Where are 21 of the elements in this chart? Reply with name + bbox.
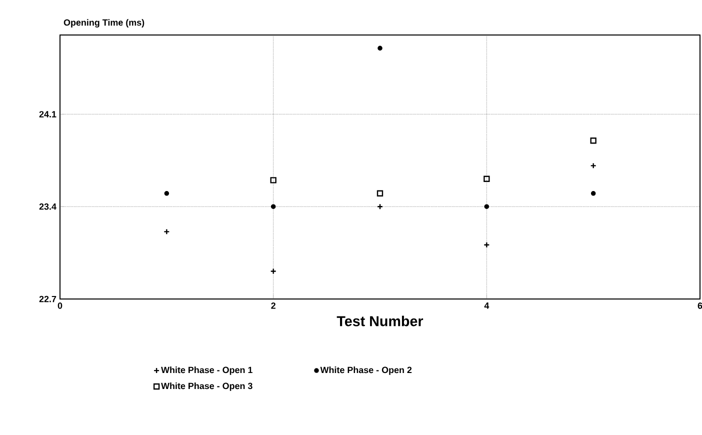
legend-label: White Phase - Open 3 xyxy=(161,382,252,391)
point xyxy=(376,190,384,196)
point xyxy=(270,177,276,184)
y-tick-label: 23.4 xyxy=(39,203,56,210)
x-tick-label: 2 xyxy=(271,302,276,309)
point xyxy=(164,191,170,196)
point xyxy=(378,46,382,51)
point xyxy=(590,191,596,196)
x-tick-label: 4 xyxy=(484,302,490,309)
x-tick-label: 6 xyxy=(698,302,702,309)
y-axis-title: Opening Time (ms) xyxy=(64,19,144,28)
point xyxy=(270,204,276,209)
point xyxy=(484,176,490,182)
point xyxy=(484,204,490,209)
x-axis-title: Test Number xyxy=(336,316,424,326)
y-tick-label: 22.7 xyxy=(39,296,56,302)
y-tick-label: 24.1 xyxy=(39,111,56,118)
legend-label: White Phase - Open 2 xyxy=(320,366,412,375)
point xyxy=(590,138,596,144)
legend-label: White Phase - Open 1 xyxy=(161,366,252,375)
x-tick-label: 0 xyxy=(58,302,62,309)
